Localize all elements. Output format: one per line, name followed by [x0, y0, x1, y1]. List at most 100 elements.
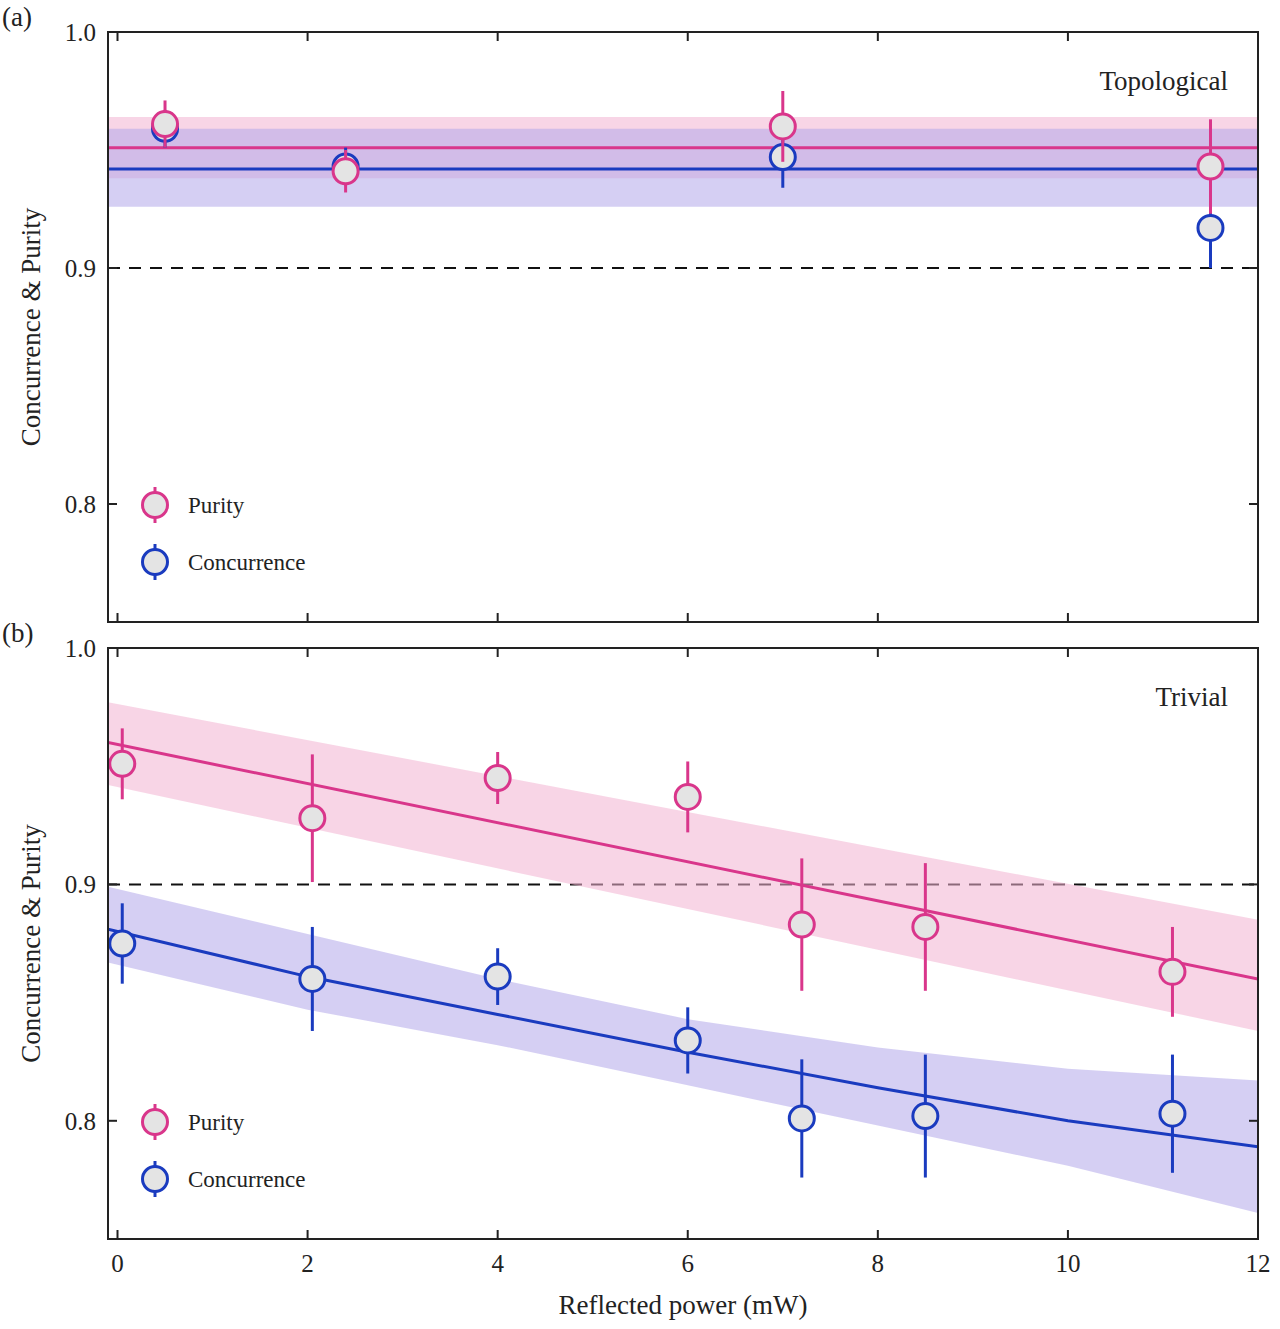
fit-line: [108, 146, 1258, 149]
legend-marker: [143, 1110, 168, 1135]
data-point: [789, 1106, 814, 1131]
x-tick: [1067, 32, 1069, 41]
data-point: [1160, 1101, 1185, 1126]
legend-marker: [143, 1167, 168, 1192]
legend-label: Concurrence: [188, 550, 306, 575]
y-tick-label: 0.9: [65, 871, 96, 898]
data-point: [1198, 154, 1223, 179]
plot-area: [108, 702, 1258, 1213]
x-tick: [1257, 1230, 1259, 1239]
data-point: [485, 964, 510, 989]
x-tick: [307, 1230, 309, 1239]
y-tick: [108, 1120, 117, 1122]
figure: 0.8 0.9 1.0 Concurrence & Purity (a) Topologi…: [0, 0, 1280, 1329]
y-tick: [1249, 647, 1258, 649]
confidence-band: [108, 117, 1258, 178]
data-point: [110, 931, 135, 956]
x-tick: [1257, 32, 1259, 41]
data-point: [675, 784, 700, 809]
x-tick: [307, 32, 309, 41]
y-tick: [1249, 503, 1258, 505]
x-tick: [497, 1230, 499, 1239]
y-tick-label: 0.8: [65, 491, 96, 518]
x-tick-label: 0: [111, 1250, 124, 1277]
x-tick-label: 2: [301, 1250, 314, 1277]
reference-line: [108, 267, 1258, 269]
y-tick-label: 1.0: [65, 19, 96, 46]
x-tick: [497, 648, 499, 657]
y-axis-title: Concurrence & Purity: [16, 824, 46, 1063]
legend-label: Concurrence: [188, 1167, 306, 1192]
plot-area: [108, 91, 1258, 268]
y-tick-label: 0.8: [65, 1108, 96, 1135]
frame: [108, 32, 1258, 622]
data-point: [153, 112, 178, 137]
annotation: Trivial: [1155, 682, 1228, 712]
y-tick: [1249, 31, 1258, 33]
x-tick: [1257, 613, 1259, 622]
data-point: [770, 114, 795, 139]
confidence-band: [108, 129, 1258, 207]
x-tick: [687, 32, 689, 41]
x-tick-label: 8: [872, 1250, 885, 1277]
data-point: [913, 1104, 938, 1129]
legend-label: Purity: [188, 493, 245, 518]
x-tick: [1067, 648, 1069, 657]
legend-marker: [143, 493, 168, 518]
frame: [108, 648, 1258, 1239]
x-tick: [687, 1230, 689, 1239]
x-axis-title: Reflected power (mW): [559, 1290, 808, 1320]
fit-line: [108, 929, 1258, 1146]
data-point: [1198, 215, 1223, 240]
data-point: [333, 159, 358, 184]
x-tick: [877, 648, 879, 657]
x-tick: [1067, 1230, 1069, 1239]
y-tick: [1249, 267, 1258, 269]
x-tick: [307, 648, 309, 657]
x-tick: [877, 1230, 879, 1239]
data-point: [789, 912, 814, 937]
x-tick: [1257, 648, 1259, 657]
data-point: [675, 1028, 700, 1053]
x-tick: [687, 613, 689, 622]
data-point: [300, 966, 325, 991]
y-tick: [108, 883, 117, 885]
x-tick-label: 4: [491, 1250, 504, 1277]
y-tick: [1249, 1120, 1258, 1122]
x-tick: [307, 613, 309, 622]
x-tick: [497, 32, 499, 41]
x-tick: [117, 1230, 119, 1239]
y-tick: [108, 647, 117, 649]
x-tick-label: 10: [1055, 1250, 1080, 1277]
legend-marker: [143, 550, 168, 575]
x-tick: [877, 613, 879, 622]
data-point: [485, 766, 510, 791]
y-tick: [108, 31, 117, 33]
data-point: [300, 806, 325, 831]
x-tick: [877, 32, 879, 41]
x-tick: [1067, 613, 1069, 622]
x-tick: [117, 613, 119, 622]
fit-line: [108, 743, 1258, 979]
annotation: Topological: [1099, 66, 1228, 96]
y-tick: [108, 267, 117, 269]
y-tick: [108, 503, 117, 505]
legend-label: Purity: [188, 1110, 245, 1135]
data-point: [110, 751, 135, 776]
panel-label: (b): [2, 618, 33, 648]
x-tick-label: 12: [1246, 1250, 1271, 1277]
y-tick-label: 0.9: [65, 255, 96, 282]
panel: 0 2 4 6 8 10 12 0.8 0.9 1.0 Concurrence & Purity Re…: [2, 618, 1271, 1320]
data-point: [1160, 959, 1185, 984]
fit-line: [108, 167, 1258, 170]
panel-label: (a): [2, 2, 32, 32]
x-tick: [117, 648, 119, 657]
panel: 0.8 0.9 1.0 Concurrence & Purity (a) Topologi…: [2, 2, 1258, 622]
x-tick: [117, 32, 119, 41]
confidence-band: [108, 887, 1258, 1213]
y-axis-title: Concurrence & Purity: [16, 207, 46, 446]
x-tick: [497, 613, 499, 622]
y-tick-label: 1.0: [65, 635, 96, 662]
x-tick-label: 6: [682, 1250, 695, 1277]
y-tick: [1249, 883, 1258, 885]
